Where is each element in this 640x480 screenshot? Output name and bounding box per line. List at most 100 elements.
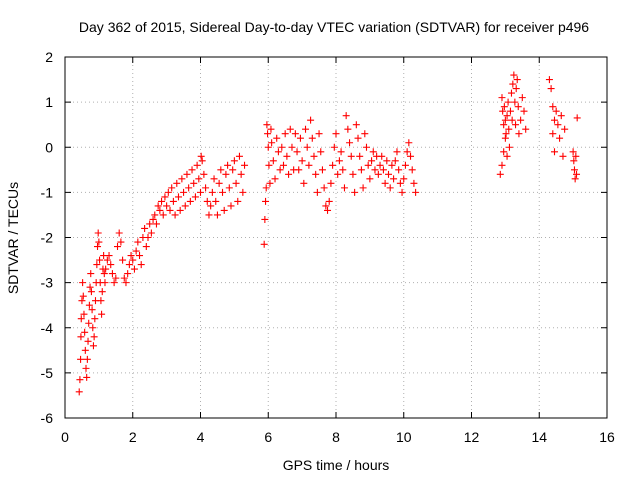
y-tick-labels: 2 1 0 -1 -2 -3 -4 -5 -6: [41, 49, 54, 426]
x-tick-labels: 0 2 4 6 8 10 12 14 16: [61, 429, 615, 445]
data-point: [230, 157, 238, 165]
data-point: [203, 197, 211, 205]
data-point: [351, 188, 359, 196]
data-point: [318, 166, 326, 174]
data-point: [381, 179, 389, 187]
data-point: [293, 148, 301, 156]
data-point: [549, 130, 557, 138]
data-point: [307, 116, 315, 124]
data-point: [509, 80, 517, 88]
data-point: [295, 166, 303, 174]
data-point: [75, 388, 83, 396]
x-axis-label: GPS time / hours: [283, 457, 390, 473]
data-point: [207, 202, 215, 210]
data-point: [186, 197, 194, 205]
data-point: [349, 170, 357, 178]
data-point: [86, 283, 94, 291]
data-point: [89, 324, 97, 332]
data-point: [225, 184, 233, 192]
data-point: [85, 301, 93, 309]
data-point: [77, 333, 85, 341]
data-point: [369, 148, 377, 156]
data-point: [515, 130, 523, 138]
data-point: [198, 157, 206, 165]
data-point: [122, 279, 130, 287]
data-point: [552, 107, 560, 115]
data-point: [171, 211, 179, 219]
data-point: [120, 274, 128, 282]
data-point: [130, 265, 138, 273]
y-axis-label: SDTVAR / TECUs: [5, 182, 21, 294]
data-point: [354, 134, 362, 142]
data-point: [298, 157, 306, 165]
data-point: [557, 112, 565, 120]
data-point: [393, 148, 401, 156]
data-point: [322, 202, 330, 210]
data-point: [405, 139, 413, 147]
data-point: [379, 166, 387, 174]
data-point: [98, 310, 106, 318]
data-point: [522, 125, 530, 133]
data-point: [508, 116, 516, 124]
data-point: [517, 116, 525, 124]
data-point: [108, 270, 116, 278]
data-point: [335, 157, 343, 165]
data-point: [347, 152, 355, 160]
data-point: [359, 184, 367, 192]
data-point: [400, 175, 408, 183]
data-point: [169, 197, 177, 205]
data-point: [573, 170, 581, 178]
data-point: [94, 243, 102, 251]
data-point: [366, 175, 374, 183]
data-point: [212, 197, 220, 205]
data-point: [383, 157, 391, 165]
data-point: [339, 166, 347, 174]
data-point: [286, 125, 294, 133]
data-point: [518, 94, 526, 102]
data-point: [498, 161, 506, 169]
data-point: [115, 229, 123, 237]
data-point: [502, 130, 510, 138]
data-point: [96, 256, 104, 264]
data-point: [346, 139, 354, 147]
data-point: [105, 252, 113, 260]
data-point: [352, 121, 360, 129]
data-point: [547, 85, 555, 93]
chart-title: Day 362 of 2015, Sidereal Day-to-day VTE…: [79, 19, 589, 35]
data-point: [269, 157, 277, 165]
data-point: [114, 243, 122, 251]
data-point: [215, 179, 223, 187]
x-tick-label: 16: [599, 429, 615, 445]
data-point: [374, 170, 382, 178]
data-point: [136, 252, 144, 260]
data-point: [217, 166, 225, 174]
data-point: [163, 202, 171, 210]
data-point: [305, 161, 313, 169]
data-point: [276, 166, 284, 174]
data-point: [281, 130, 289, 138]
data-point: [87, 270, 95, 278]
data-point: [273, 134, 281, 142]
data-point: [390, 175, 398, 183]
data-point: [262, 197, 270, 205]
data-point: [503, 152, 511, 160]
data-point: [376, 161, 384, 169]
data-point: [342, 112, 350, 120]
data-point: [549, 103, 557, 111]
data-point: [90, 333, 98, 341]
data-point: [77, 315, 85, 323]
data-point: [513, 76, 521, 84]
data-point: [570, 166, 578, 174]
data-point: [362, 143, 370, 151]
data-point: [378, 152, 386, 160]
data-point: [283, 152, 291, 160]
data-point: [76, 376, 84, 384]
data-point: [550, 116, 558, 124]
data-point: [550, 148, 558, 156]
data-point: [205, 211, 213, 219]
data-point: [356, 152, 364, 160]
data-point: [97, 297, 105, 305]
data-point: [166, 206, 174, 214]
data-point: [330, 143, 338, 151]
